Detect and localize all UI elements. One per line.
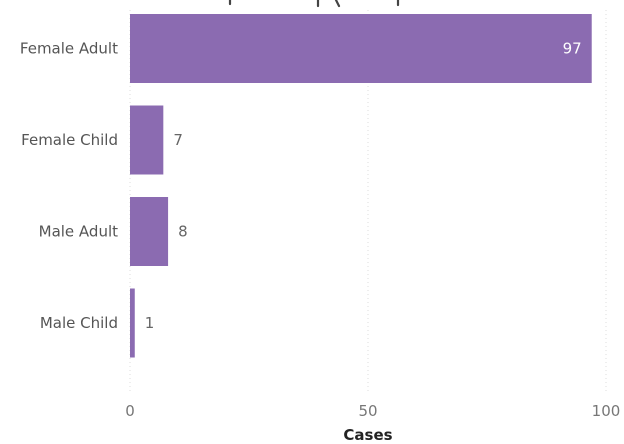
x-tick-label-0: 0 — [125, 402, 135, 420]
category-label-1: Female Child — [21, 131, 118, 149]
bars — [130, 14, 592, 358]
clipped-title-fragment — [228, 0, 400, 8]
clipped-glyph-stroke-2 — [334, 0, 341, 8]
category-label-0: Female Adult — [20, 40, 118, 58]
x-tick-label-1: 50 — [358, 402, 377, 420]
x-tick-label-2: 100 — [592, 402, 621, 420]
bar-male-adult — [130, 197, 169, 266]
data-label-0: 97 — [563, 40, 582, 58]
data-labels: 97 7 8 1 — [145, 40, 582, 333]
data-label-3: 1 — [145, 314, 155, 332]
category-label-3: Male Child — [40, 314, 118, 332]
bar-female-adult — [130, 14, 592, 83]
x-axis-title: Cases — [343, 426, 392, 444]
data-label-1: 7 — [173, 131, 183, 149]
bar-female-child — [130, 105, 164, 175]
data-label-2: 8 — [178, 223, 188, 241]
x-axis-ticks: 0 50 100 — [125, 402, 620, 420]
bar-male-child — [130, 288, 135, 358]
category-labels: Female Adult Female Child Male Adult Male C… — [20, 40, 118, 333]
category-label-2: Male Adult — [39, 223, 118, 241]
